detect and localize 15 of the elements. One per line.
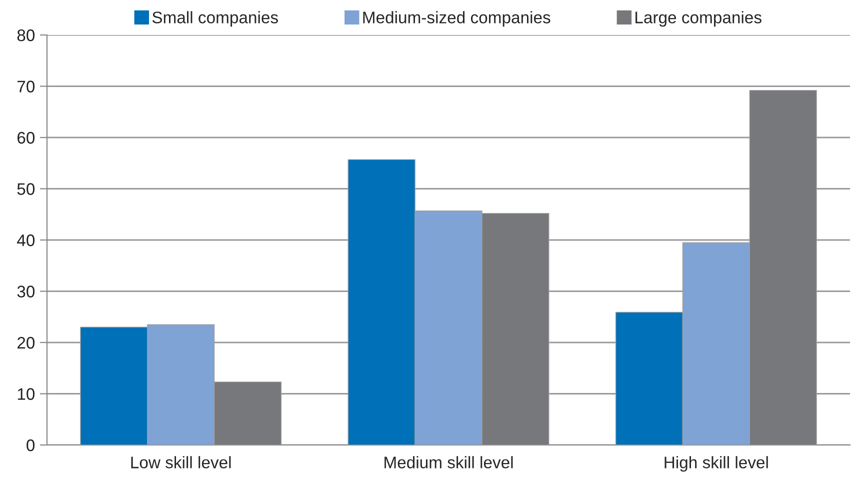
y-tick-label: 80 [17, 29, 35, 42]
x-tick-label: Low skill level [131, 456, 231, 468]
x-tick-label: High skill level [664, 456, 768, 472]
y-tick-label: 40 [17, 234, 35, 246]
legend-label: Small companies [152, 11, 278, 27]
legend-label: Medium-sized companies [363, 11, 550, 27]
y-tick-label: 70 [18, 80, 35, 92]
y-tick-label: 50 [17, 183, 35, 195]
y-tick-label: 60 [18, 132, 35, 144]
y-tick-label: 30 [17, 286, 35, 298]
x-tick-label: Medium skill level [384, 456, 513, 468]
y-tick-label: 0 [26, 439, 35, 452]
legend-label: Large companies [636, 11, 762, 27]
y-tick-label: 10 [18, 388, 35, 400]
y-tick-label: 20 [17, 336, 35, 349]
